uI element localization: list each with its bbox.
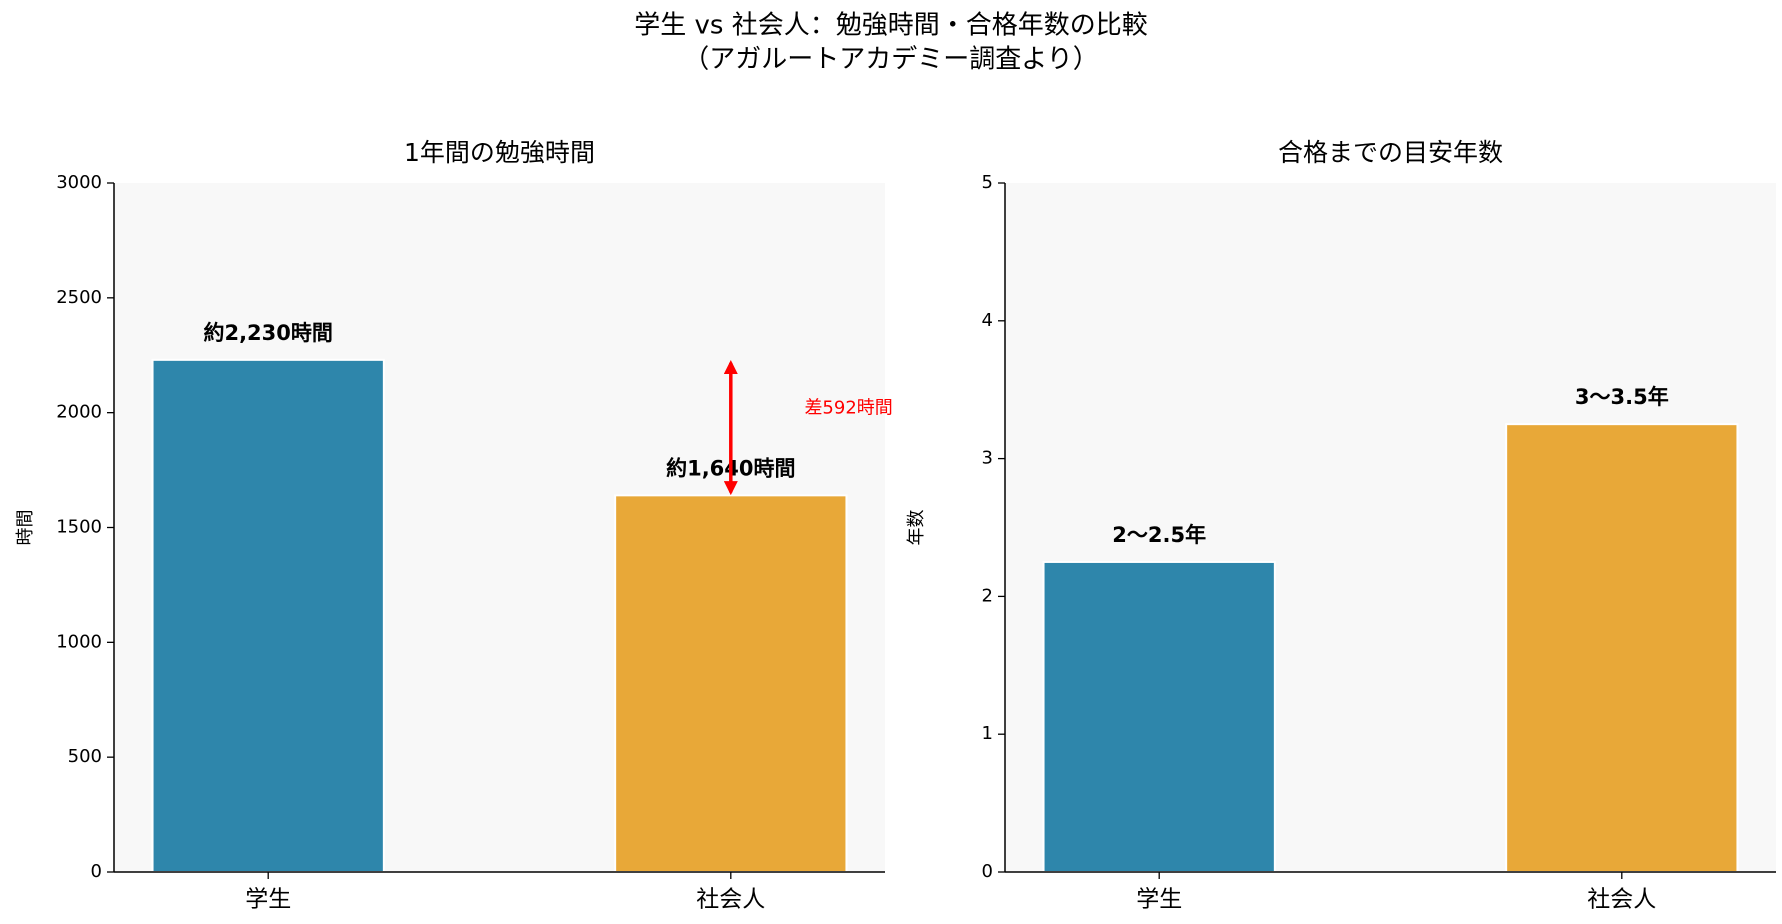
x-tick-label: 社会人	[1587, 887, 1656, 913]
value-label: 約2,230時間	[203, 321, 332, 345]
axis-title: 1年間の勉強時間	[404, 138, 595, 167]
y-tick-label: 5	[982, 172, 993, 193]
x-tick-label: 社会人	[696, 887, 765, 913]
y-axis-label: 年数	[906, 510, 927, 546]
bar	[614, 494, 848, 873]
axis-title: 合格までの目安年数	[1278, 138, 1503, 167]
difference-annotation: 差592時間	[804, 398, 892, 419]
y-tick-label: 500	[68, 746, 102, 767]
y-tick-label: 0	[91, 861, 102, 882]
value-label: 3〜3.5年	[1575, 385, 1669, 409]
y-axis-label: 時間	[15, 510, 36, 546]
suptitle: 学生 vs 社会人：勉強時間・合格年数の比較	[634, 11, 1147, 41]
bar	[1505, 423, 1739, 873]
y-tick-label: 4	[982, 310, 993, 331]
y-tick-label: 1	[982, 723, 993, 744]
value-label: 2〜2.5年	[1112, 523, 1206, 547]
y-tick-label: 3000	[56, 172, 102, 193]
y-tick-label: 1500	[56, 517, 102, 538]
y-tick-label: 2	[982, 585, 993, 606]
y-tick-label: 0	[982, 861, 993, 882]
bar	[151, 358, 385, 873]
x-tick-label: 学生	[245, 887, 291, 913]
y-tick-label: 1000	[56, 631, 102, 652]
x-tick-label: 学生	[1136, 887, 1182, 913]
subtitle: （アガルートアカデミー調査より）	[683, 45, 1098, 75]
y-tick-label: 3	[982, 448, 993, 469]
bar	[1042, 560, 1276, 873]
y-tick-label: 2000	[56, 402, 102, 423]
y-tick-label: 2500	[56, 287, 102, 308]
